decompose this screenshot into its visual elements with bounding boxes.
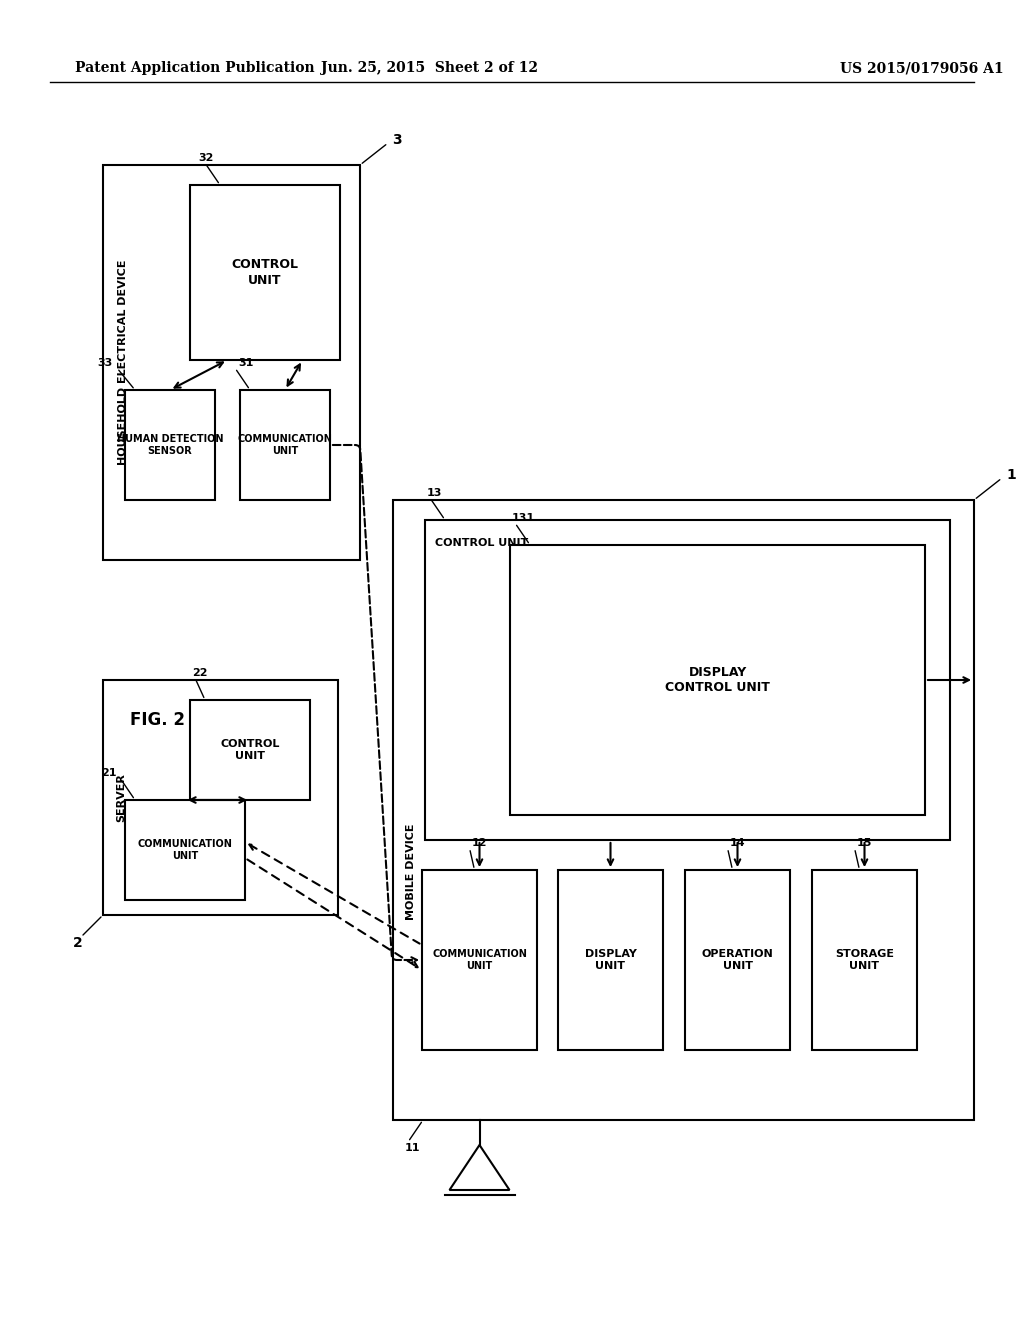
FancyArrowPatch shape bbox=[248, 859, 418, 968]
FancyArrowPatch shape bbox=[190, 797, 245, 803]
Bar bbox=[103, 165, 360, 560]
Bar bbox=[685, 870, 790, 1049]
Text: CONTROL UNIT: CONTROL UNIT bbox=[435, 539, 528, 548]
Bar bbox=[425, 520, 950, 840]
Bar bbox=[125, 389, 215, 500]
FancyArrowPatch shape bbox=[607, 842, 613, 865]
Text: SERVER: SERVER bbox=[116, 774, 126, 822]
Bar bbox=[510, 545, 925, 814]
Text: DISPLAY
UNIT: DISPLAY UNIT bbox=[585, 949, 637, 970]
Text: 12: 12 bbox=[471, 838, 487, 847]
Text: COMMUNICATION
UNIT: COMMUNICATION UNIT bbox=[238, 434, 333, 455]
Text: 31: 31 bbox=[238, 358, 253, 368]
Text: CONTROL
UNIT: CONTROL UNIT bbox=[220, 739, 280, 760]
Text: MOBILE DEVICE: MOBILE DEVICE bbox=[406, 824, 416, 920]
Text: 21: 21 bbox=[101, 768, 117, 777]
Bar bbox=[422, 870, 537, 1049]
Text: OPERATION
UNIT: OPERATION UNIT bbox=[701, 949, 773, 970]
Text: 11: 11 bbox=[406, 1143, 421, 1152]
Text: 15: 15 bbox=[856, 838, 871, 847]
Text: 32: 32 bbox=[198, 153, 213, 162]
Text: COMMUNICATION
UNIT: COMMUNICATION UNIT bbox=[137, 840, 232, 861]
Bar bbox=[812, 870, 918, 1049]
FancyArrowPatch shape bbox=[735, 842, 740, 865]
Text: 13: 13 bbox=[427, 488, 442, 498]
Bar bbox=[190, 185, 340, 360]
FancyArrowPatch shape bbox=[250, 845, 420, 944]
Text: 2: 2 bbox=[73, 936, 83, 950]
Bar bbox=[125, 800, 245, 900]
Text: CONTROL
UNIT: CONTROL UNIT bbox=[231, 259, 299, 286]
Bar bbox=[558, 870, 663, 1049]
Bar bbox=[240, 389, 330, 500]
FancyArrowPatch shape bbox=[174, 363, 223, 388]
Text: DISPLAY
CONTROL UNIT: DISPLAY CONTROL UNIT bbox=[665, 667, 770, 694]
FancyArrowPatch shape bbox=[862, 842, 867, 865]
FancyArrowPatch shape bbox=[288, 364, 300, 385]
Text: 3: 3 bbox=[392, 133, 401, 147]
Text: 1: 1 bbox=[1006, 469, 1016, 482]
FancyArrowPatch shape bbox=[928, 677, 969, 682]
Text: US 2015/0179056 A1: US 2015/0179056 A1 bbox=[840, 61, 1004, 75]
FancyArrowPatch shape bbox=[477, 842, 482, 865]
Text: 14: 14 bbox=[729, 838, 745, 847]
Text: 22: 22 bbox=[193, 668, 208, 678]
Text: FIG. 2: FIG. 2 bbox=[130, 711, 185, 729]
Text: 33: 33 bbox=[97, 358, 113, 368]
Text: HOUSEHOLD ELECTRICAL DEVICE: HOUSEHOLD ELECTRICAL DEVICE bbox=[118, 260, 128, 465]
Bar bbox=[103, 680, 338, 915]
Text: Patent Application Publication: Patent Application Publication bbox=[75, 61, 314, 75]
Text: 131: 131 bbox=[512, 513, 536, 523]
Text: Jun. 25, 2015  Sheet 2 of 12: Jun. 25, 2015 Sheet 2 of 12 bbox=[322, 61, 539, 75]
Bar bbox=[190, 700, 310, 800]
Bar bbox=[393, 500, 974, 1119]
Text: COMMUNICATION
UNIT: COMMUNICATION UNIT bbox=[432, 949, 527, 970]
Text: HUMAN DETECTION
SENSOR: HUMAN DETECTION SENSOR bbox=[117, 434, 223, 455]
Text: STORAGE
UNIT: STORAGE UNIT bbox=[835, 949, 894, 970]
